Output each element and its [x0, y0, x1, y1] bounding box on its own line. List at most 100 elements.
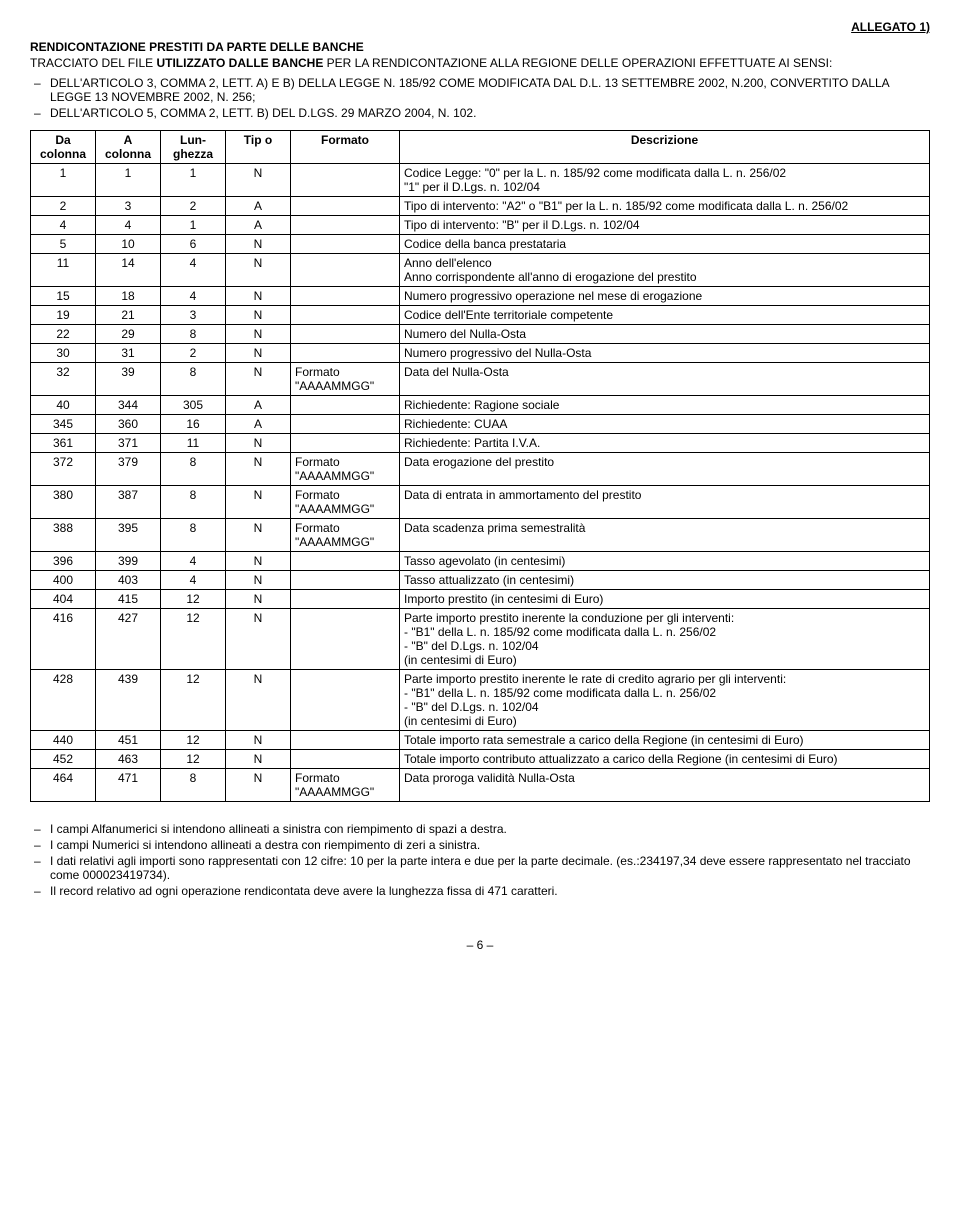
table-row: 5106NCodice della banca prestataria [31, 235, 930, 254]
table-row: 4644718NFormato "AAAAMMGG"Data proroga v… [31, 769, 930, 802]
cell-da: 380 [31, 486, 96, 519]
cell-lun: 8 [161, 486, 226, 519]
cell-a: 415 [96, 590, 161, 609]
table-header-row: Da colonna A colonna Lun-ghezza Tip o Fo… [31, 131, 930, 164]
table-row: 3803878NFormato "AAAAMMGG"Data di entrat… [31, 486, 930, 519]
cell-tipo: N [226, 571, 291, 590]
cell-tipo: N [226, 164, 291, 197]
cell-fmt [291, 415, 400, 434]
cell-lun: 4 [161, 254, 226, 287]
cell-da: 1 [31, 164, 96, 197]
cell-lun: 305 [161, 396, 226, 415]
cell-da: 32 [31, 363, 96, 396]
cell-lun: 12 [161, 750, 226, 769]
cell-tipo: N [226, 609, 291, 670]
cell-fmt: Formato "AAAAMMGG" [291, 769, 400, 802]
cell-a: 10 [96, 235, 161, 254]
cell-tipo: N [226, 731, 291, 750]
table-row: 34536016ARichiedente: CUAA [31, 415, 930, 434]
cell-tipo: N [226, 434, 291, 453]
cell-lun: 12 [161, 609, 226, 670]
cell-desc: Codice dell'Ente territoriale competente [400, 306, 930, 325]
cell-tipo: N [226, 670, 291, 731]
cell-desc: Richiedente: Partita I.V.A. [400, 434, 930, 453]
cell-tipo: A [226, 197, 291, 216]
cell-a: 371 [96, 434, 161, 453]
cell-fmt [291, 571, 400, 590]
cell-desc: Tasso agevolato (in centesimi) [400, 552, 930, 571]
table-body: 111NCodice Legge: "0" per la L. n. 185/9… [31, 164, 930, 802]
law-ref-item: DELL'ARTICOLO 3, COMMA 2, LETT. A) E B) … [50, 76, 930, 104]
cell-desc: Codice della banca prestataria [400, 235, 930, 254]
cell-fmt [291, 609, 400, 670]
header-da: Da colonna [31, 131, 96, 164]
table-row: 3723798NFormato "AAAAMMGG"Data erogazion… [31, 453, 930, 486]
table-row: 45246312NTotale importo contributo attua… [31, 750, 930, 769]
cell-fmt [291, 344, 400, 363]
law-references-list: DELL'ARTICOLO 3, COMMA 2, LETT. A) E B) … [30, 76, 930, 120]
cell-a: 39 [96, 363, 161, 396]
cell-tipo: N [226, 453, 291, 486]
cell-fmt [291, 434, 400, 453]
cell-a: 344 [96, 396, 161, 415]
cell-a: 14 [96, 254, 161, 287]
cell-da: 440 [31, 731, 96, 750]
cell-desc: Importo prestito (in centesimi di Euro) [400, 590, 930, 609]
cell-lun: 8 [161, 769, 226, 802]
intro-prefix: TRACCIATO DEL FILE [30, 56, 156, 70]
cell-desc: Totale importo contributo attualizzato a… [400, 750, 930, 769]
table-row: 15184NNumero progressivo operazione nel … [31, 287, 930, 306]
table-row: 42843912NParte importo prestito inerente… [31, 670, 930, 731]
cell-desc: Anno dell'elenco Anno corrispondente all… [400, 254, 930, 287]
cell-fmt [291, 216, 400, 235]
cell-a: 427 [96, 609, 161, 670]
cell-fmt [291, 287, 400, 306]
cell-lun: 2 [161, 197, 226, 216]
cell-desc: Numero progressivo operazione nel mese d… [400, 287, 930, 306]
cell-a: 403 [96, 571, 161, 590]
cell-a: 451 [96, 731, 161, 750]
cell-desc: Data scadenza prima semestralità [400, 519, 930, 552]
cell-lun: 6 [161, 235, 226, 254]
cell-fmt [291, 750, 400, 769]
note-item: I campi Numerici si intendono allineati … [50, 838, 930, 852]
cell-da: 5 [31, 235, 96, 254]
cell-fmt [291, 254, 400, 287]
cell-tipo: A [226, 415, 291, 434]
cell-desc: Numero del Nulla-Osta [400, 325, 930, 344]
note-item: I campi Alfanumerici si intendono alline… [50, 822, 930, 836]
note-item: Il record relativo ad ogni operazione re… [50, 884, 930, 898]
table-row: 11144NAnno dell'elenco Anno corrisponden… [31, 254, 930, 287]
cell-a: 399 [96, 552, 161, 571]
table-row: 3883958NFormato "AAAAMMGG"Data scadenza … [31, 519, 930, 552]
cell-lun: 8 [161, 519, 226, 552]
cell-da: 40 [31, 396, 96, 415]
cell-a: 439 [96, 670, 161, 731]
cell-tipo: N [226, 552, 291, 571]
cell-fmt [291, 590, 400, 609]
table-row: 4004034NTasso attualizzato (in centesimi… [31, 571, 930, 590]
cell-a: 3 [96, 197, 161, 216]
cell-a: 18 [96, 287, 161, 306]
cell-da: 388 [31, 519, 96, 552]
cell-fmt [291, 552, 400, 571]
cell-desc: Numero progressivo del Nulla-Osta [400, 344, 930, 363]
law-ref-item: DELL'ARTICOLO 5, COMMA 2, LETT. B) DEL D… [50, 106, 930, 120]
cell-fmt: Formato "AAAAMMGG" [291, 363, 400, 396]
cell-fmt [291, 306, 400, 325]
cell-da: 22 [31, 325, 96, 344]
header-tipo: Tip o [226, 131, 291, 164]
intro-text: TRACCIATO DEL FILE UTILIZZATO DALLE BANC… [30, 56, 930, 70]
cell-desc: Parte importo prestito inerente le rate … [400, 670, 930, 731]
cell-a: 360 [96, 415, 161, 434]
cell-lun: 8 [161, 363, 226, 396]
cell-lun: 8 [161, 453, 226, 486]
cell-da: 2 [31, 197, 96, 216]
cell-a: 387 [96, 486, 161, 519]
cell-tipo: N [226, 590, 291, 609]
record-layout-table: Da colonna A colonna Lun-ghezza Tip o Fo… [30, 130, 930, 802]
cell-a: 463 [96, 750, 161, 769]
header-a: A colonna [96, 131, 161, 164]
cell-fmt: Formato "AAAAMMGG" [291, 453, 400, 486]
cell-lun: 2 [161, 344, 226, 363]
